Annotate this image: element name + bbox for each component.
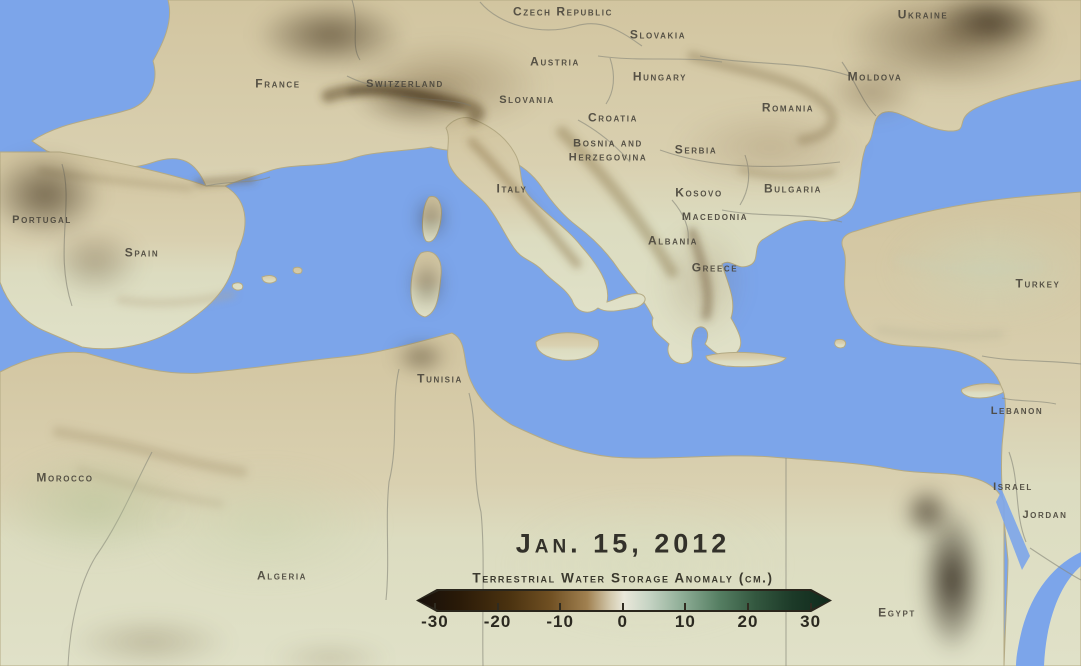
colorbar-tick-label: 20 [737, 612, 759, 631]
legend-title: Terrestrial Water Storage Anomaly (cm.) [472, 570, 774, 586]
colorbar-tick-label: 10 [674, 612, 696, 631]
colorbar-tick-mark [684, 603, 687, 610]
colorbar-tick-label: 30 [800, 612, 822, 631]
colorbar-tick-label: -10 [546, 612, 574, 631]
colorbar [418, 591, 830, 610]
colorbar-tick-mark [433, 603, 436, 610]
terrain-relief [37, 51, 1045, 508]
colorbar-tick-mark [496, 603, 499, 610]
landmass-africa [0, 332, 1005, 666]
red-sea-gulf [1016, 552, 1081, 666]
colorbar-tick-mark [809, 603, 812, 610]
colorbar-tick-label: -20 [483, 612, 512, 631]
island-rhodes [834, 339, 847, 349]
date-label: Jan. 15, 2012 [515, 528, 731, 559]
island-cyprus [961, 383, 1011, 399]
island-sicily [535, 332, 600, 361]
landmass-europe [31, 0, 1081, 364]
colorbar-tick-mark [559, 603, 562, 610]
island-crete [705, 351, 787, 368]
colorbar-tick-mark [747, 603, 749, 610]
colorbar-tick-label: -30 [421, 612, 449, 631]
colorbar-outline [416, 589, 832, 612]
colorbar-tick-labels: -30 -20 -10 0 10 20 30 [418, 612, 830, 636]
gulf-of-suez [996, 490, 1030, 570]
colorbar-tick-label: 0 [617, 612, 628, 631]
red-sea [996, 490, 1081, 666]
colorbar-tick-mark [621, 603, 624, 610]
island-balearics [231, 266, 303, 291]
